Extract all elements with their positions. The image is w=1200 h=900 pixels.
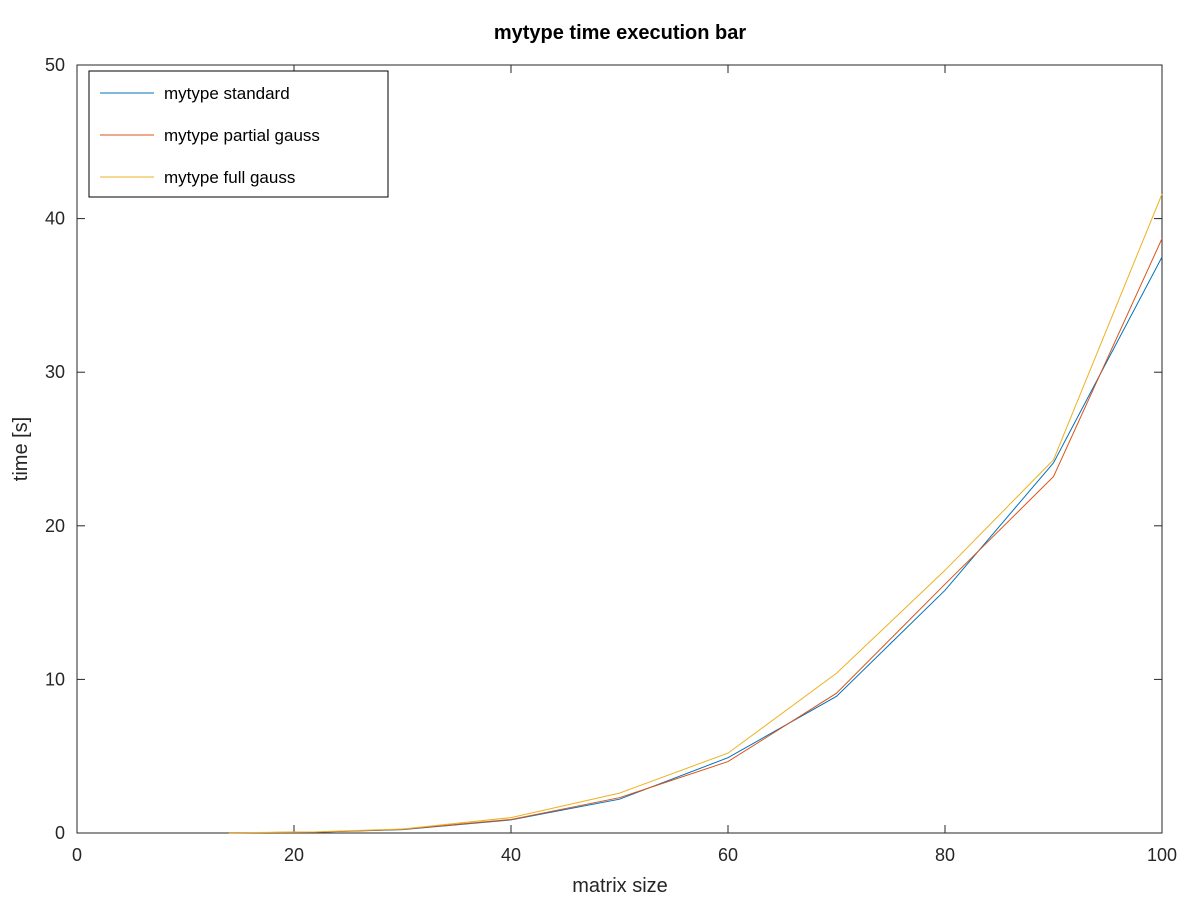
- y-tick-label: 30: [45, 362, 65, 382]
- x-tick-label: 80: [935, 845, 955, 865]
- y-axis-label: time [s]: [10, 417, 32, 481]
- legend-label-1: mytype standard: [164, 84, 290, 103]
- x-tick-label: 20: [284, 845, 304, 865]
- plot-frame: [76, 64, 1163, 834]
- chart-title: mytype time execution bar: [494, 22, 747, 44]
- x-tick-label: 100: [1147, 845, 1177, 865]
- legend-label-2: mytype partial gauss: [164, 126, 320, 145]
- y-tick-label: 40: [45, 209, 65, 229]
- y-tick-label: 0: [55, 823, 65, 843]
- legend-box: [88, 70, 389, 198]
- y-tick-label: 10: [45, 669, 65, 689]
- x-axis-label: matrix size: [572, 875, 668, 897]
- x-tick-label: 40: [501, 845, 521, 865]
- y-tick-label: 20: [45, 516, 65, 536]
- x-tick-label: 60: [718, 845, 738, 865]
- x-tick-label: 0: [72, 845, 82, 865]
- series-line-3: [228, 193, 1163, 834]
- y-tick-label: 50: [45, 55, 65, 75]
- plot-area: 0 20 40 60 80 100 0 10 20 30 40 50 mytype standard my…: [45, 55, 1177, 865]
- legend-label-3: mytype full gauss: [164, 168, 295, 187]
